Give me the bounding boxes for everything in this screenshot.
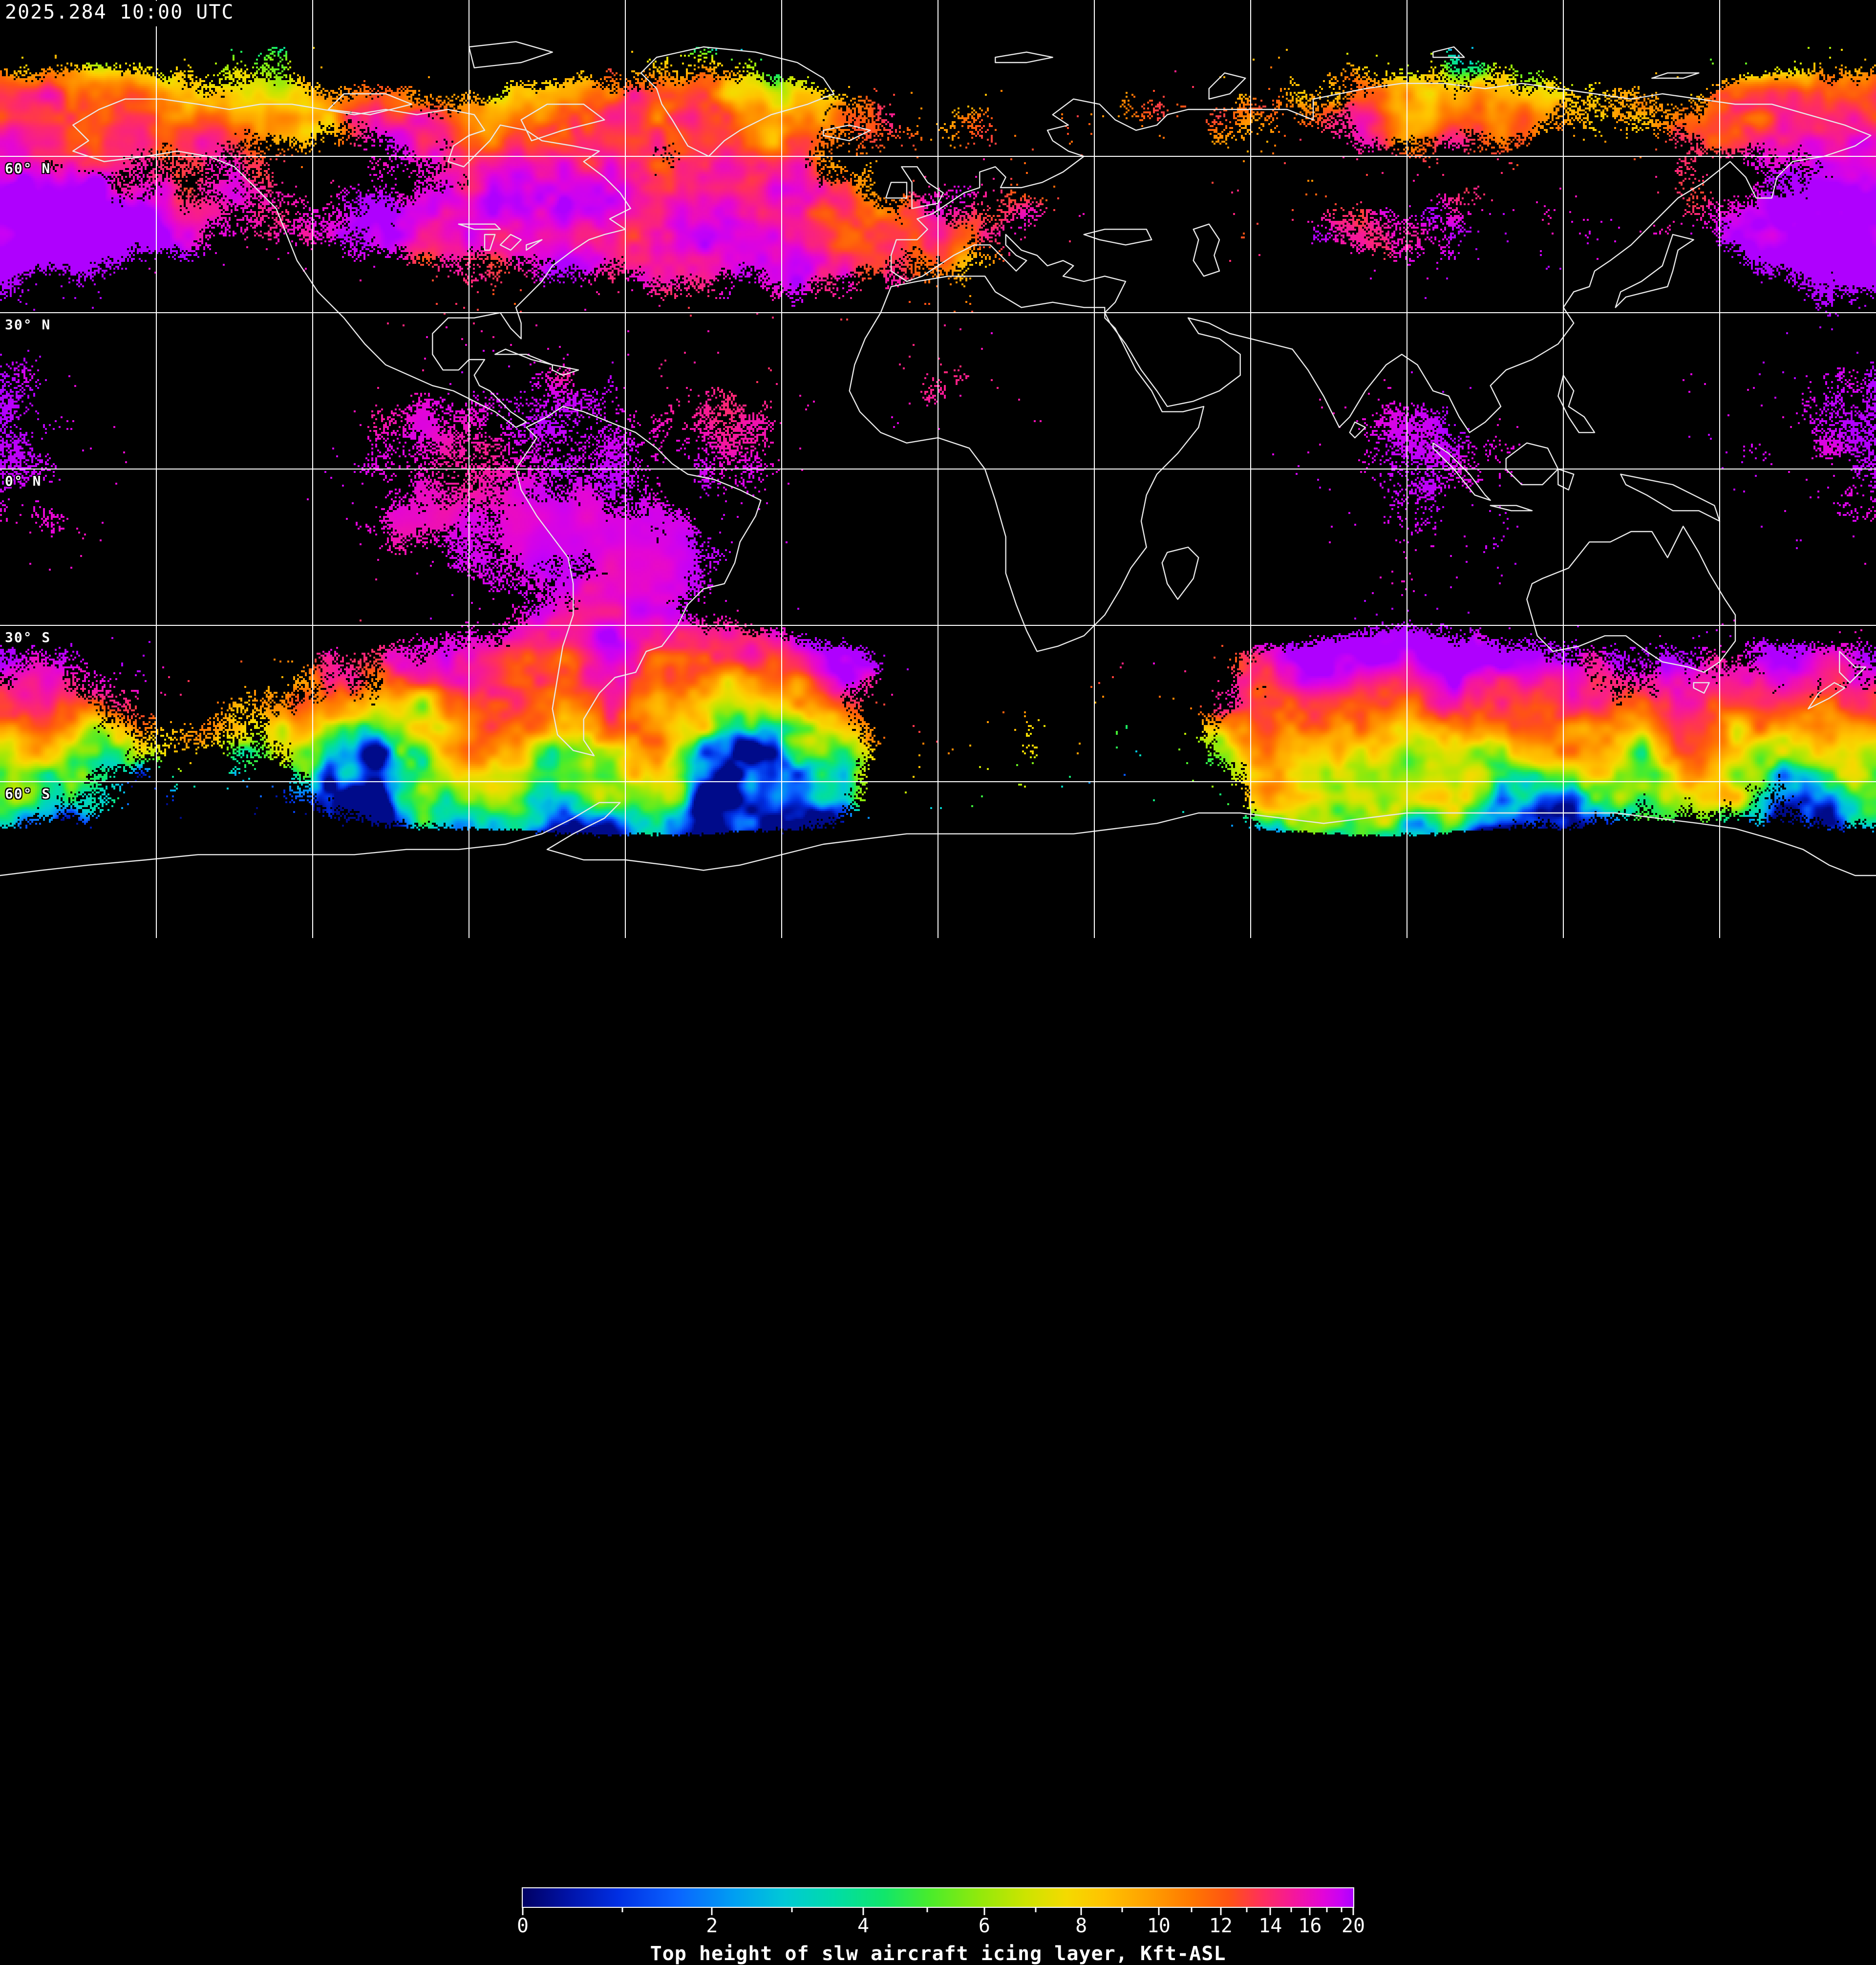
minor-tick — [1191, 1908, 1193, 1912]
coastline-path — [1651, 72, 1700, 79]
major-tick — [1158, 1908, 1160, 1915]
coastline-path — [327, 93, 412, 115]
minor-tick — [621, 1908, 623, 1912]
coastline-path — [1615, 234, 1694, 308]
coastline-path — [552, 364, 579, 376]
major-tick — [1309, 1908, 1311, 1915]
coastline-path — [72, 98, 631, 428]
coastline-path — [1161, 546, 1199, 600]
coastline-path — [885, 182, 908, 199]
minor-tick — [926, 1908, 928, 1912]
minor-tick — [1341, 1908, 1343, 1912]
graticule-layer — [0, 0, 1876, 938]
major-tick — [983, 1908, 985, 1915]
colorbar — [522, 1887, 1354, 1908]
colorbar-caption: Top height of slw aircraft icing layer, … — [650, 1943, 1226, 1965]
tick-label-6: 6 — [978, 1915, 990, 1937]
coastline-path — [1490, 505, 1533, 512]
coastline-path — [526, 239, 543, 251]
coastline-path — [823, 124, 871, 142]
major-tick — [1080, 1908, 1082, 1915]
tick-label-0: 0 — [516, 1915, 529, 1937]
coastline-path — [520, 104, 605, 142]
coastlines-layer — [0, 41, 1876, 876]
minor-tick — [1035, 1908, 1037, 1912]
colorbar-gradient — [523, 1888, 1353, 1907]
minor-tick — [1246, 1908, 1248, 1912]
coastline-path — [515, 406, 762, 756]
minor-tick — [791, 1908, 793, 1912]
tick-label-2: 2 — [706, 1915, 718, 1937]
lat-label-60s: 60° S — [5, 786, 51, 802]
coastline-path — [1432, 46, 1465, 58]
coastline-path — [484, 234, 496, 251]
lat-label-30s: 30° S — [5, 629, 51, 645]
coastline-path — [1432, 442, 1491, 501]
lat-label-60n: 60° N — [5, 160, 51, 176]
tick-label-14: 14 — [1258, 1915, 1282, 1937]
coastline-path — [640, 46, 834, 157]
major-tick — [862, 1908, 864, 1915]
minor-tick — [1326, 1908, 1328, 1912]
coastline-path — [499, 234, 522, 251]
tick-label-16: 16 — [1298, 1915, 1322, 1937]
coastline-path — [1505, 442, 1559, 486]
coastline-path — [1693, 682, 1710, 694]
tick-label-4: 4 — [857, 1915, 870, 1937]
coastline-path — [901, 166, 944, 209]
coastline-path — [1208, 72, 1246, 100]
coastline-path — [890, 83, 1872, 433]
minor-tick — [1352, 1908, 1354, 1912]
coastline-path — [0, 802, 1876, 876]
lat-label-30n: 30° N — [5, 317, 51, 333]
coastline-path — [468, 41, 553, 68]
coastline-path — [494, 348, 553, 365]
coastline-path — [1620, 473, 1721, 522]
major-tick — [522, 1908, 524, 1915]
coastline-path — [1557, 374, 1596, 433]
tick-label-20: 20 — [1341, 1915, 1365, 1937]
tick-label-8: 8 — [1075, 1915, 1087, 1937]
coastline-path — [1526, 526, 1736, 673]
coastline-path — [1808, 682, 1846, 709]
coastline-path — [849, 276, 1205, 652]
lat-label-0n: 0° N — [5, 473, 42, 489]
minor-tick — [1121, 1908, 1123, 1912]
coastline-path — [458, 223, 501, 230]
colorbar-panel: 0 2 4 6 8 10 12 14 16 20 Top height of slw aircra… — [0, 938, 1876, 1965]
coastline-path — [1193, 223, 1220, 277]
coastline-path — [1083, 229, 1152, 246]
coastline-path — [995, 51, 1053, 64]
major-tick — [1220, 1908, 1222, 1915]
coastline-path — [1839, 651, 1866, 683]
timestamp-label: 2025.284 10:00 UTC — [5, 1, 241, 26]
coastline-path — [1557, 468, 1575, 491]
map-panel: 2025.284 10:00 UTC 60° N 30° N 0° N 30° S 60… — [0, 0, 1876, 938]
coastline-path — [1349, 421, 1366, 439]
major-tick — [1269, 1908, 1271, 1915]
tick-label-12: 12 — [1209, 1915, 1233, 1937]
minor-tick — [1290, 1908, 1292, 1912]
major-tick — [711, 1908, 713, 1915]
map-overlay — [0, 0, 1876, 938]
tick-label-10: 10 — [1147, 1915, 1171, 1937]
